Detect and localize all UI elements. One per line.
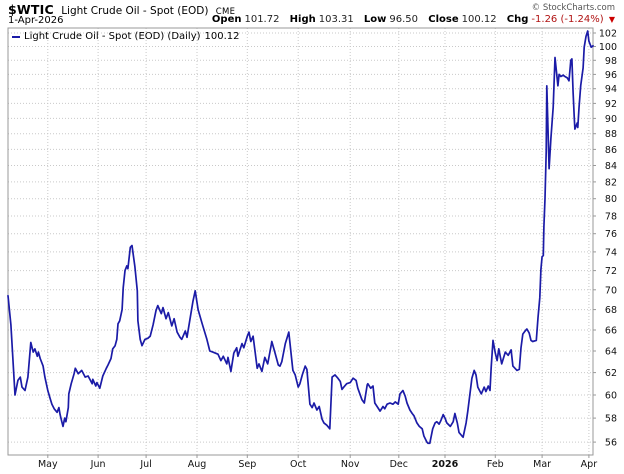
x-axis-label: Jun bbox=[90, 459, 106, 470]
chart-title-row: $WTIC Light Crude Oil - Spot (EOD) CME bbox=[8, 2, 235, 17]
chg-label: Chg bbox=[506, 14, 529, 25]
instrument-name: Light Crude Oil - Spot (EOD) bbox=[61, 5, 209, 17]
open-value: 101.72 bbox=[244, 14, 280, 25]
ohlc-summary: Open 101.72 High 103.31 Low 96.50 Close 100.… bbox=[212, 14, 615, 25]
y-axis-label: 88 bbox=[605, 129, 617, 140]
y-axis-label: 58 bbox=[605, 414, 617, 425]
legend-line-marker bbox=[12, 35, 20, 38]
y-axis-label: 102 bbox=[599, 29, 617, 40]
x-axis-label: 2026 bbox=[432, 459, 459, 470]
y-axis-label: 78 bbox=[605, 212, 617, 223]
high-label: High bbox=[289, 14, 316, 25]
y-axis-label: 94 bbox=[605, 84, 617, 95]
plot-frame bbox=[7, 27, 594, 456]
y-axis-label: 100 bbox=[599, 42, 617, 53]
y-axis-label: 70 bbox=[605, 285, 617, 296]
y-axis-label: 72 bbox=[605, 266, 617, 277]
y-axis-label: 56 bbox=[605, 438, 617, 449]
y-axis-label: 96 bbox=[605, 70, 617, 81]
x-axis-label: Aug bbox=[188, 459, 207, 470]
y-axis-label: 66 bbox=[605, 326, 617, 337]
y-axis-label: 60 bbox=[605, 391, 617, 402]
y-axis-label: 92 bbox=[605, 99, 617, 110]
y-axis-label: 82 bbox=[605, 177, 617, 188]
legend-value: 100.12 bbox=[204, 31, 240, 42]
open-label: Open bbox=[211, 14, 242, 25]
legend-label: Light Crude Oil - Spot (EOD) (Daily) bbox=[24, 31, 201, 42]
low-label: Low bbox=[363, 14, 387, 25]
y-axis-label: 86 bbox=[605, 145, 617, 156]
x-axis-label: May bbox=[38, 459, 58, 470]
y-axis-label: 74 bbox=[605, 247, 617, 258]
ticker-symbol: $WTIC bbox=[8, 2, 54, 17]
close-label: Close bbox=[428, 14, 459, 25]
x-axis-label: Jul bbox=[139, 459, 151, 470]
x-axis-label: Apr bbox=[581, 459, 598, 470]
down-triangle-icon: ▼ bbox=[608, 15, 615, 24]
x-axis-label: Nov bbox=[341, 459, 360, 470]
series-legend: Light Crude Oil - Spot (EOD) (Daily) 100… bbox=[12, 31, 240, 42]
y-axis-label: 80 bbox=[605, 194, 617, 205]
chart-date: 1-Apr-2026 bbox=[8, 15, 64, 26]
x-axis-label: Mar bbox=[533, 459, 551, 470]
x-axis-label: Feb bbox=[487, 459, 504, 470]
stockcharts-credit: © StockCharts.com bbox=[531, 3, 615, 13]
close-value: 100.12 bbox=[461, 14, 497, 25]
exchange-label: CME bbox=[215, 7, 236, 17]
chg-value: -1.26 (-1.24%) bbox=[531, 14, 604, 25]
y-axis-label: 76 bbox=[605, 229, 617, 240]
y-axis-label: 90 bbox=[605, 114, 617, 125]
x-axis-label: Dec bbox=[390, 459, 408, 470]
high-value: 103.31 bbox=[318, 14, 354, 25]
y-axis-label: 68 bbox=[605, 305, 617, 316]
price-line bbox=[7, 30, 594, 445]
y-axis-label: 62 bbox=[605, 368, 617, 379]
y-axis-label: 84 bbox=[605, 161, 617, 172]
y-axis-label: 98 bbox=[605, 56, 617, 67]
x-axis-label: Oct bbox=[290, 459, 307, 470]
x-axis-label: Sep bbox=[238, 459, 256, 470]
y-axis-label: 64 bbox=[605, 347, 617, 358]
low-value: 96.50 bbox=[389, 14, 419, 25]
